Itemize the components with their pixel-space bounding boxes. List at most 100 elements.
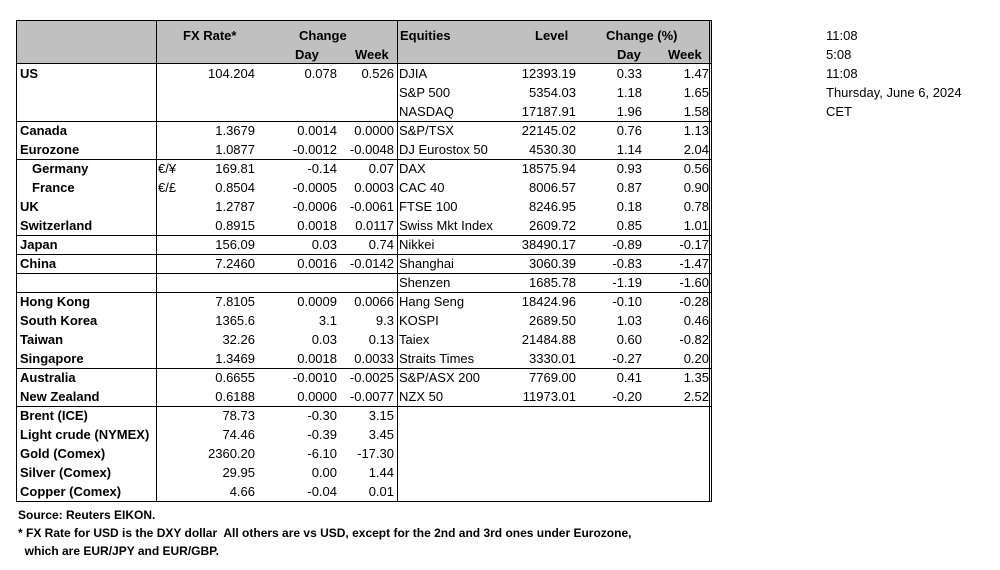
time-line: 11:08 <box>826 66 858 81</box>
fx-rate-cell: 169.81 <box>215 161 255 176</box>
table-row: Japan 156.09 0.03 0.74 Nikkei 38490.17 -0.89 -0… <box>17 235 711 254</box>
header-day: Day <box>295 47 319 62</box>
fx-week-change-cell: 0.526 <box>361 66 394 81</box>
equity-day-change-cell: 0.93 <box>616 161 642 176</box>
fx-rate-cell: 1.3679 <box>215 123 255 138</box>
fx-day-change-cell: 0.03 <box>311 332 337 347</box>
equity-level-cell: 7769.00 <box>529 370 576 385</box>
currency-pair-cell: €/¥ <box>158 161 177 176</box>
fx-rate-cell: 78.73 <box>222 408 255 423</box>
equity-index-cell: S&P/ASX 200 <box>399 370 480 385</box>
fx-rate-cell: 1.0877 <box>215 142 255 157</box>
fx-rate-cell: 29.95 <box>222 465 255 480</box>
footnotes: Source: Reuters EIKON. * FX Rate for USD… <box>18 506 631 560</box>
fx-rate-cell: 1.3469 <box>215 351 255 366</box>
equity-week-change-cell: 0.46 <box>683 313 709 328</box>
equity-level-cell: 12393.19 <box>521 66 576 81</box>
table-row: Hong Kong 7.8105 0.0009 0.0066 Hang Seng 1842… <box>17 292 711 311</box>
fx-week-change-cell: 0.0066 <box>354 294 394 309</box>
region-cell: US <box>20 66 39 81</box>
header-level: Level <box>535 28 569 43</box>
fx-rate-cell: 1365.6 <box>215 313 255 328</box>
equity-index-cell: Straits Times <box>399 351 475 366</box>
region-cell: Switzerland <box>20 218 93 233</box>
equity-week-change-cell: 1.01 <box>683 218 709 233</box>
equity-week-change-cell: 0.90 <box>683 180 709 195</box>
equity-day-change-cell: 0.33 <box>616 66 642 81</box>
equity-week-change-cell: 0.56 <box>683 161 709 176</box>
fx-week-change-cell: 0.0117 <box>355 218 394 233</box>
equity-week-change-cell: -0.82 <box>679 332 709 347</box>
fx-week-change-cell: 0.74 <box>368 237 394 252</box>
equity-day-change-cell: 0.60 <box>616 332 642 347</box>
equity-index-cell: Swiss Mkt Index <box>399 218 493 233</box>
column-divider <box>397 21 398 501</box>
equity-level-cell: 3330.01 <box>529 351 576 366</box>
equity-week-change-cell: -0.17 <box>679 237 709 252</box>
equity-index-cell: S&P/TSX <box>399 123 454 138</box>
equity-day-change-cell: 1.96 <box>616 104 642 119</box>
equity-day-change-cell: -0.20 <box>612 389 642 404</box>
equity-day-change-cell: 0.87 <box>616 180 642 195</box>
column-divider <box>156 21 157 501</box>
equity-week-change-cell: 0.78 <box>683 199 709 214</box>
equity-day-change-cell: -0.10 <box>612 294 642 309</box>
region-cell: Eurozone <box>20 142 80 157</box>
table-row: NASDAQ 17187.91 1.96 1.58 <box>17 102 711 121</box>
fx-week-change-cell: 9.3 <box>375 313 394 328</box>
equity-week-change-cell: 1.47 <box>683 66 709 81</box>
fx-day-change-cell: -0.14 <box>307 161 337 176</box>
fx-rate-cell: 156.09 <box>215 237 255 252</box>
equity-week-change-cell: -1.60 <box>679 275 709 290</box>
equity-index-cell: CAC 40 <box>399 180 445 195</box>
equity-level-cell: 8006.57 <box>529 180 576 195</box>
fx-day-change-cell: -0.0010 <box>292 370 337 385</box>
equity-index-cell: Shanghai <box>399 256 454 271</box>
equity-index-cell: DJIA <box>399 66 428 81</box>
timezone-line: CET <box>826 104 852 119</box>
fx-rate-cell: 0.8915 <box>215 218 255 233</box>
fx-day-change-cell: -0.0012 <box>292 142 337 157</box>
fx-day-change-cell: 3.1 <box>318 313 337 328</box>
fx-week-change-cell: 0.0000 <box>354 123 394 138</box>
fx-rate-cell: 74.46 <box>222 427 255 442</box>
header-week: Week <box>355 47 389 62</box>
equity-day-change-cell: 0.85 <box>616 218 642 233</box>
fx-day-change-cell: -6.10 <box>307 446 337 461</box>
equity-index-cell: NASDAQ <box>399 104 454 119</box>
currency-pair-cell: €/£ <box>158 180 177 195</box>
equity-day-change-cell: -1.19 <box>612 275 642 290</box>
equity-index-cell: Nikkei <box>399 237 435 252</box>
row-divider <box>17 159 711 160</box>
fx-day-change-cell: -0.0005 <box>292 180 337 195</box>
table-row: Taiwan 32.26 0.03 0.13 Taiex 21484.88 0.60 -0.8… <box>17 330 711 349</box>
table-row: Eurozone 1.0877 -0.0012 -0.0048 DJ Eurostox … <box>17 140 711 159</box>
header-equities: Equities <box>400 28 451 43</box>
region-cell: Copper (Comex) <box>20 484 122 499</box>
equity-day-change-cell: 1.18 <box>616 85 642 100</box>
row-divider <box>17 254 711 255</box>
header-eq-week: Week <box>668 47 702 62</box>
fx-week-change-cell: 0.07 <box>368 161 394 176</box>
equity-day-change-cell: -0.27 <box>612 351 642 366</box>
equity-level-cell: 2689.50 <box>529 313 576 328</box>
fx-note-continued: which are EUR/JPY and EUR/GBP. <box>18 544 219 558</box>
fx-rate-cell: 7.2460 <box>215 256 255 271</box>
equity-level-cell: 1685.78 <box>529 275 576 290</box>
equity-level-cell: 18575.94 <box>521 161 576 176</box>
fx-day-change-cell: 0.0000 <box>297 389 337 404</box>
equity-week-change-cell: -0.28 <box>679 294 709 309</box>
equity-day-change-cell: 0.41 <box>616 370 642 385</box>
equity-level-cell: 21484.88 <box>521 332 576 347</box>
equity-level-cell: 5354.03 <box>529 85 576 100</box>
fx-rate-cell: 7.8105 <box>215 294 255 309</box>
equity-week-change-cell: 2.04 <box>683 142 709 157</box>
header-change: Change <box>299 28 347 43</box>
fx-day-change-cell: 0.00 <box>311 465 337 480</box>
header-divider <box>17 63 711 64</box>
equity-index-cell: KOSPI <box>399 313 439 328</box>
table-row: Copper (Comex) 4.66 -0.04 0.01 <box>17 482 711 501</box>
fx-day-change-cell: -0.30 <box>307 408 337 423</box>
table-row: S&P 500 5354.03 1.18 1.65 <box>17 83 711 102</box>
fx-note: * FX Rate for USD is the DXY dollar All … <box>18 526 632 540</box>
